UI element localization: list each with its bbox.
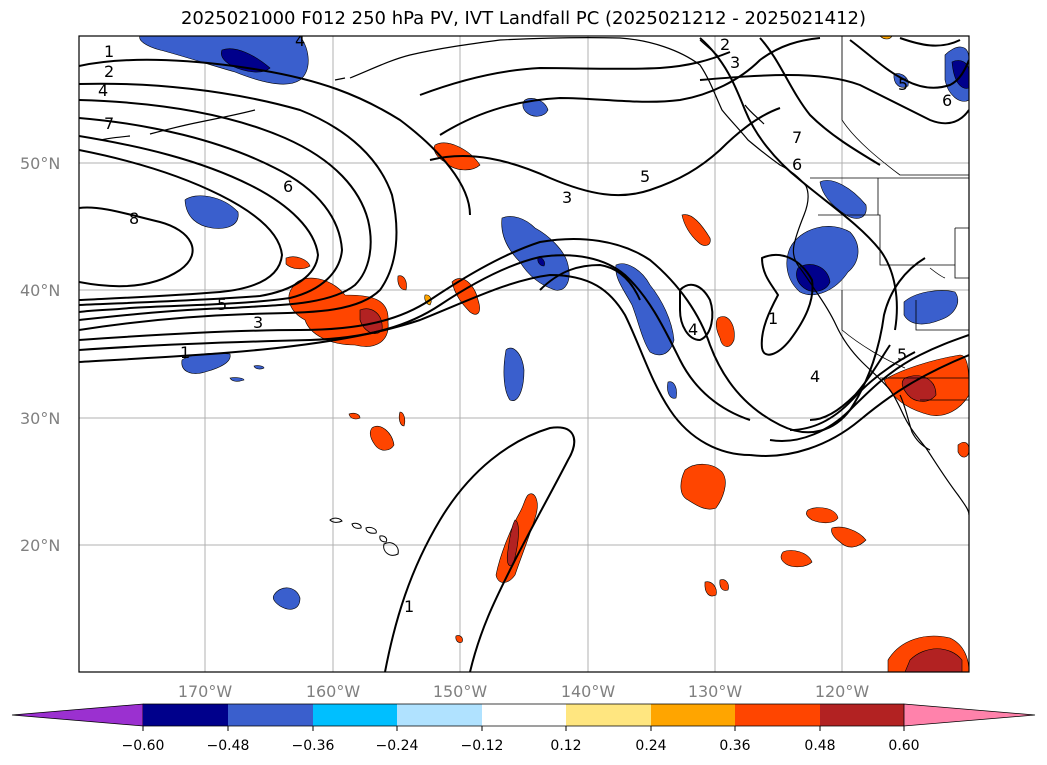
lon-label: 140°W bbox=[561, 682, 616, 701]
contour-label: 6 bbox=[942, 91, 952, 110]
lon-label: 150°W bbox=[433, 682, 488, 701]
colorbar-tick-label: 0.24 bbox=[635, 738, 666, 754]
contour-label: 4 bbox=[295, 31, 305, 50]
contour-label: 6 bbox=[283, 177, 293, 196]
colorbar-segment bbox=[313, 704, 397, 726]
contour-label: 5 bbox=[640, 167, 650, 186]
colorbar-tick-label: 0.12 bbox=[550, 738, 581, 754]
contour-label: 7 bbox=[792, 128, 802, 147]
colorbar-tick-label: −0.48 bbox=[207, 738, 250, 754]
contour-label: 5 bbox=[217, 295, 227, 314]
colorbar-tick-label: −0.60 bbox=[122, 738, 165, 754]
contour-label: 3 bbox=[730, 53, 740, 72]
contour-label: 1 bbox=[404, 597, 414, 616]
contour-label: 7 bbox=[104, 114, 114, 133]
colorbar-extend-right bbox=[903, 703, 1036, 727]
lat-label: 20°N bbox=[20, 536, 60, 555]
colorbar-tick-label: −0.24 bbox=[376, 738, 419, 754]
map-title: 2025021000 F012 250 hPa PV, IVT Landfall… bbox=[180, 8, 867, 29]
contour-label: 2 bbox=[104, 62, 114, 81]
lon-label: 130°W bbox=[688, 682, 743, 701]
contour-label: 2 bbox=[720, 35, 730, 54]
contour-label: 4 bbox=[688, 320, 698, 339]
colorbar-segment bbox=[228, 704, 313, 726]
lat-label: 50°N bbox=[20, 154, 60, 173]
colorbar-extend-left bbox=[11, 703, 144, 727]
contour-label: 8 bbox=[129, 209, 139, 228]
colorbar-segment bbox=[820, 704, 904, 726]
colorbar-segment bbox=[397, 704, 482, 726]
contour-label: 5 bbox=[898, 75, 908, 94]
contour-label: 1 bbox=[104, 42, 114, 61]
lon-label: 120°W bbox=[815, 682, 870, 701]
ivt-contours bbox=[79, 37, 969, 672]
contour-label: 3 bbox=[562, 188, 572, 207]
lon-label: 160°W bbox=[306, 682, 361, 701]
contour-label: 5 bbox=[897, 345, 907, 364]
contour-label: 3 bbox=[253, 313, 263, 332]
colorbar-tick-label: −0.36 bbox=[292, 738, 335, 754]
latitude-labels: 50°N 40°N 30°N 20°N bbox=[20, 154, 60, 555]
contour-label: 6 bbox=[792, 155, 802, 174]
lat-label: 30°N bbox=[20, 409, 60, 428]
colorbar-segment bbox=[651, 704, 735, 726]
map-frame bbox=[78, 35, 970, 673]
colorbar-segment bbox=[735, 704, 820, 726]
colorbar-tick-label: −0.12 bbox=[461, 738, 504, 754]
colorbar-segment bbox=[482, 704, 566, 726]
colorbar-tick-label: 0.36 bbox=[719, 738, 750, 754]
hawaiian-islands bbox=[329, 517, 399, 556]
lat-label: 40°N bbox=[20, 281, 60, 300]
lon-label: 170°W bbox=[178, 682, 233, 701]
contour-label: 1 bbox=[768, 309, 778, 328]
contour-label: 4 bbox=[810, 367, 820, 386]
pv-negative-anomalies bbox=[139, 36, 969, 610]
colorbar-tick-label: 0.60 bbox=[888, 738, 919, 754]
contour-labels: 1 2 4 7 8 6 5 3 1 4 5 3 2 3 7 6 5 6 4 1 … bbox=[98, 31, 952, 616]
colorbar: −0.60 −0.48 −0.36 −0.24 −0.12 0.12 0.24 … bbox=[11, 703, 1036, 754]
colorbar-tick-label: 0.48 bbox=[804, 738, 835, 754]
pv-positive-anomalies bbox=[285, 36, 969, 672]
longitude-labels: 170°W 160°W 150°W 140°W 130°W 120°W bbox=[178, 682, 870, 701]
contour-label: 1 bbox=[180, 343, 190, 362]
political-borders bbox=[810, 36, 969, 401]
colorbar-segment bbox=[566, 704, 651, 726]
contour-label: 4 bbox=[98, 81, 108, 100]
colorbar-segment bbox=[143, 704, 228, 726]
